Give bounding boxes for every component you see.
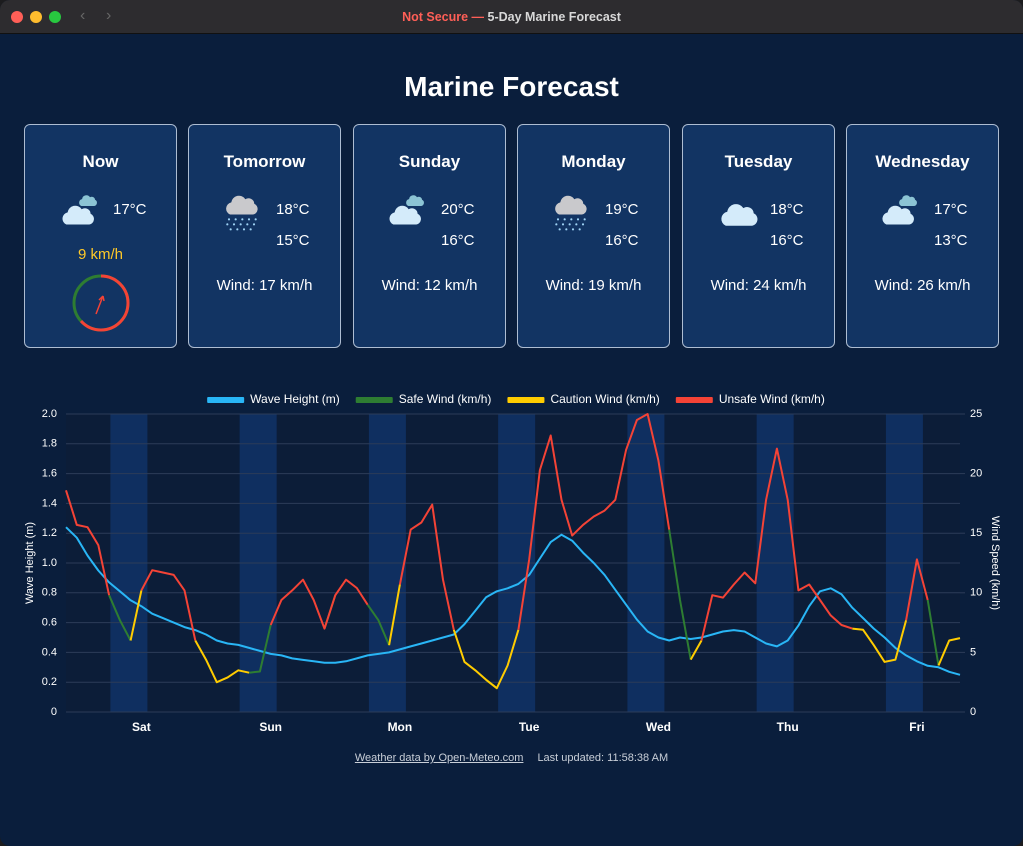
security-warning: Not Secure — bbox=[402, 10, 485, 24]
card-wind: Wind: 24 km/h bbox=[710, 277, 807, 294]
card-wind: Wind: 17 km/h bbox=[216, 277, 313, 294]
forecast-card: Now 17°C 9 km/h bbox=[24, 124, 177, 348]
y2-tick-label: 15 bbox=[970, 527, 982, 539]
y-tick-label: 0.4 bbox=[42, 646, 57, 658]
card-day: Monday bbox=[561, 152, 626, 171]
card-low: 16°C bbox=[605, 232, 639, 249]
card-day: Sunday bbox=[398, 152, 461, 171]
card-high: 17°C bbox=[934, 201, 968, 218]
legend-label: Wave Height (m) bbox=[250, 392, 340, 406]
y-axis-title: Wave Height (m) bbox=[24, 522, 36, 604]
title-bar: ‹ › Not Secure — 5-Day Marine Forecast bbox=[0, 0, 1023, 34]
y-tick-label: 1.2 bbox=[42, 527, 57, 539]
y2-tick-label: 20 bbox=[970, 468, 982, 480]
minimize-button[interactable] bbox=[30, 11, 42, 23]
last-updated: Last updated: 11:58:38 AM bbox=[537, 752, 669, 764]
y-tick-label: 2.0 bbox=[42, 408, 57, 420]
x-tick-label: Wed bbox=[646, 720, 671, 734]
legend: Wave Height (m) Safe Wind (km/h) Caution W… bbox=[207, 392, 825, 406]
card-day: Tomorrow bbox=[223, 152, 306, 171]
weather-icon bbox=[877, 191, 927, 231]
legend-label: Caution Wind (km/h) bbox=[550, 392, 659, 406]
x-tick-label: Fri bbox=[909, 720, 924, 734]
card-high: 20°C bbox=[441, 201, 475, 218]
y2-axis-title: Wind Speed (km/h) bbox=[989, 516, 1001, 610]
series-line bbox=[65, 526, 961, 676]
y-tick-label: 1.0 bbox=[42, 557, 57, 569]
y2-tick-label: 5 bbox=[970, 646, 976, 658]
series-line bbox=[65, 413, 929, 641]
y-tick-label: 0.2 bbox=[42, 676, 57, 688]
x-tick-label: Mon bbox=[388, 720, 413, 734]
card-day: Now bbox=[82, 152, 119, 171]
legend-label: Safe Wind (km/h) bbox=[399, 392, 492, 406]
card-low: 15°C bbox=[276, 232, 310, 249]
wind-compass bbox=[72, 274, 130, 332]
x-tick-label: Sun bbox=[259, 720, 282, 734]
y2-tick-label: 10 bbox=[970, 587, 982, 599]
legend-swatch bbox=[675, 397, 713, 403]
card-high: 18°C bbox=[276, 201, 310, 218]
source-link[interactable]: Weather data by Open-Meteo.com bbox=[354, 752, 524, 764]
window-title: Not Secure — 5-Day Marine Forecast bbox=[0, 10, 1023, 24]
footer: Weather data by Open-Meteo.com Last updat… bbox=[0, 752, 1023, 764]
x-tick-label: Thu bbox=[777, 720, 799, 734]
weather-icon bbox=[384, 191, 434, 231]
y2-tick-label: 25 bbox=[970, 408, 982, 420]
page-title: 5-Day Marine Forecast bbox=[487, 10, 621, 24]
zoom-button[interactable] bbox=[49, 11, 61, 23]
card-low: 16°C bbox=[441, 232, 475, 249]
y2-tick-label: 0 bbox=[970, 706, 976, 718]
card-day: Wednesday bbox=[875, 152, 970, 171]
weather-icon bbox=[548, 191, 598, 231]
card-high: 18°C bbox=[770, 201, 804, 218]
weather-icon bbox=[219, 191, 269, 231]
y-tick-label: 1.6 bbox=[42, 468, 57, 480]
forecast-card: Sunday 20°C 16°C Wind: 12 km/h bbox=[353, 124, 506, 348]
card-wind: Wind: 19 km/h bbox=[545, 277, 642, 294]
chart: 0 0.2 0.4 0.6 0.8 1.0 1.2 1.4 1.6 1.8 2.0 0 5 10 15 20 2… bbox=[24, 392, 1001, 734]
y-tick-label: 1.8 bbox=[42, 438, 57, 450]
y-tick-label: 0.6 bbox=[42, 617, 57, 629]
card-low: 13°C bbox=[934, 232, 968, 249]
x-tick-label: Sat bbox=[132, 720, 151, 734]
legend-swatch bbox=[207, 397, 245, 403]
card-low: 16°C bbox=[770, 232, 804, 249]
weather-icon bbox=[721, 204, 758, 226]
x-tick-label: Tue bbox=[519, 720, 540, 734]
card-wind: Wind: 26 km/h bbox=[874, 277, 971, 294]
weather-icon bbox=[57, 191, 107, 231]
card-day: Tuesday bbox=[724, 152, 793, 171]
card-high: 19°C bbox=[605, 201, 639, 218]
back-button[interactable]: ‹ bbox=[80, 7, 86, 24]
card-temp: 17°C bbox=[113, 201, 147, 218]
y-tick-label: 0 bbox=[51, 706, 57, 718]
forward-button[interactable]: › bbox=[106, 7, 112, 24]
y-tick-label: 0.8 bbox=[42, 587, 57, 599]
forecast-card: Wednesday 17°C 13°C Wind: 26 km/h bbox=[846, 124, 999, 348]
y-tick-label: 1.4 bbox=[42, 497, 57, 509]
heading: Marine Forecast bbox=[404, 71, 619, 102]
card-wind: Wind: 12 km/h bbox=[381, 277, 478, 294]
close-button[interactable] bbox=[11, 11, 23, 23]
card-wind: 9 km/h bbox=[77, 246, 123, 263]
forecast-card: Monday 19°C 16°C Wind: 19 km/h bbox=[517, 124, 670, 348]
legend-label: Unsafe Wind (km/h) bbox=[719, 392, 825, 406]
legend-swatch bbox=[355, 397, 393, 403]
legend-swatch bbox=[507, 397, 545, 403]
series-line bbox=[129, 584, 961, 690]
forecast-card: Tuesday 18°C 16°C Wind: 24 km/h bbox=[682, 124, 835, 348]
forecast-card: Tomorrow 18°C 15°C Wind: 17 km/h bbox=[188, 124, 341, 348]
